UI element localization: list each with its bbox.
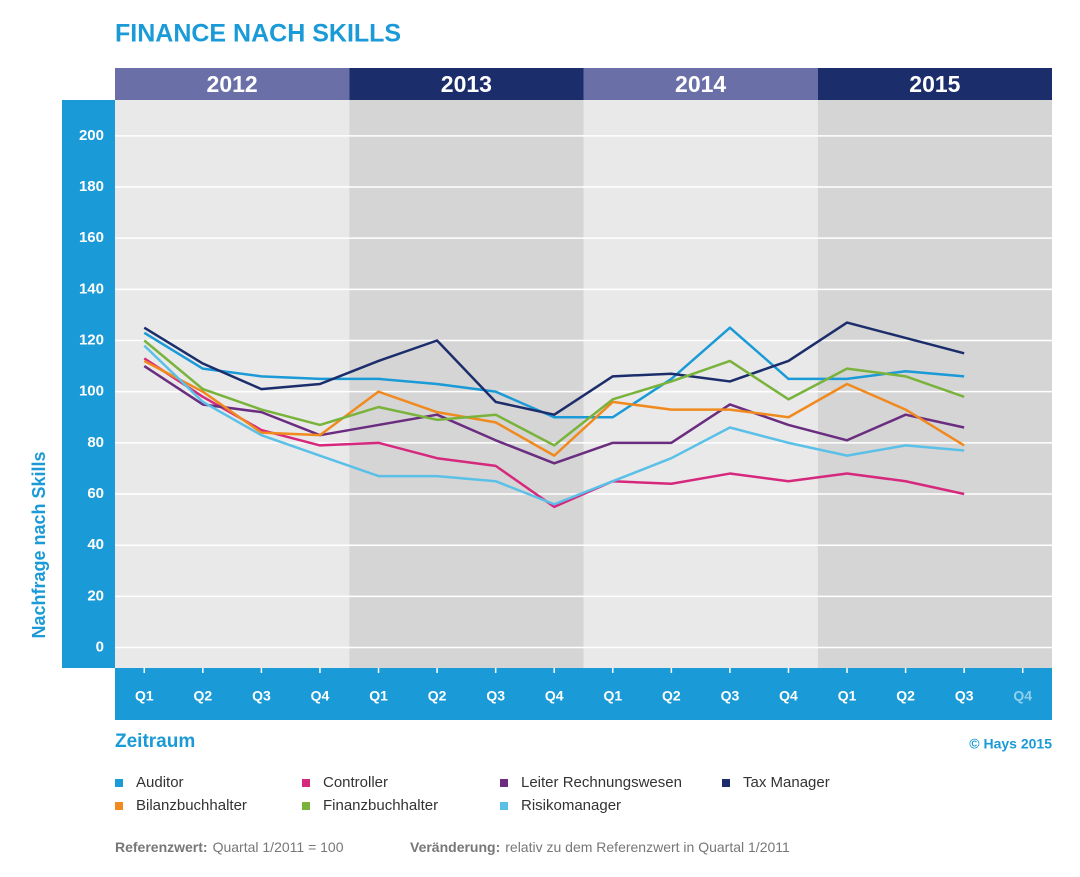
y-tick-label: 40	[87, 536, 104, 553]
legend-swatch	[115, 779, 123, 787]
x-tick-label: Q1	[838, 688, 857, 704]
series-line	[143, 359, 965, 457]
year-label: 2012	[207, 71, 258, 97]
x-tick-label: Q2	[428, 688, 447, 704]
series-line	[143, 339, 965, 447]
legend-swatch	[302, 802, 310, 810]
x-tick-label: Q3	[955, 688, 974, 704]
y-tick-label: 80	[87, 434, 104, 451]
y-tick-label: 140	[79, 280, 104, 297]
legend-swatch	[500, 802, 508, 810]
footnote: Referenzwert: Quartal 1/2011 = 100	[115, 839, 344, 855]
x-tick-label: Q1	[603, 688, 622, 704]
year-column	[817, 100, 1052, 668]
legend-label: Bilanzbuchhalter	[136, 797, 247, 814]
footnote-label: Referenzwert:	[115, 839, 208, 855]
x-tick-label: Q2	[662, 688, 681, 704]
legend-label: Finanzbuchhalter	[323, 797, 438, 814]
x-tick-label: Q2	[896, 688, 915, 704]
y-tick-label: 20	[87, 587, 104, 604]
x-tick-label: Q4	[1013, 688, 1032, 704]
year-column	[349, 100, 584, 668]
footnote-text: relativ zu dem Referenzwert in Quartal 1…	[505, 839, 790, 855]
series-line	[143, 365, 965, 465]
legend-swatch	[722, 779, 730, 787]
year-label: 2013	[441, 71, 492, 97]
chart-title: FINANCE NACH SKILLS	[115, 20, 401, 48]
y-tick-label: 160	[79, 229, 104, 246]
year-header	[817, 68, 1052, 100]
series-line	[143, 357, 965, 509]
series-line	[143, 344, 965, 506]
year-label: 2014	[675, 71, 726, 97]
y-axis-band	[62, 100, 115, 668]
year-header	[349, 68, 584, 100]
x-tick-label: Q2	[194, 688, 213, 704]
legend-label: Risikomanager	[521, 797, 621, 814]
footnote-label: Veränderung:	[410, 839, 500, 855]
footnote: Veränderung: relativ zu dem Referenzwert …	[410, 839, 790, 855]
y-axis-title: Nachfrage nach Skills	[29, 451, 49, 638]
x-tick-label: Q3	[721, 688, 740, 704]
y-tick-label: 100	[79, 383, 104, 400]
x-tick-label: Q3	[252, 688, 271, 704]
legend-label: Leiter Rechnungswesen	[521, 774, 682, 791]
footnote-text: Quartal 1/2011 = 100	[213, 839, 344, 855]
legend-swatch	[115, 802, 123, 810]
x-tick-label: Q1	[369, 688, 388, 704]
x-tick-label: Q3	[486, 688, 505, 704]
y-tick-label: 0	[96, 639, 104, 656]
x-tick-label: Q4	[545, 688, 564, 704]
legend-swatch	[500, 779, 508, 787]
x-axis-band	[115, 668, 1052, 720]
y-tick-label: 120	[79, 331, 104, 348]
y-tick-label: 180	[79, 178, 104, 195]
year-header	[115, 68, 350, 100]
legend-label: Tax Manager	[743, 774, 830, 791]
y-tick-label: 60	[87, 485, 104, 502]
legend-label: Auditor	[136, 774, 184, 791]
x-axis-title: Zeitraum	[115, 731, 195, 752]
year-column	[583, 100, 818, 668]
x-tick-label: Q4	[779, 688, 798, 704]
credit: © Hays 2015	[969, 736, 1052, 752]
series-line	[143, 321, 965, 416]
year-header	[583, 68, 818, 100]
x-tick-label: Q4	[311, 688, 330, 704]
y-tick-label: 200	[79, 127, 104, 144]
legend-label: Controller	[323, 774, 388, 791]
x-tick-label: Q1	[135, 688, 154, 704]
year-label: 2015	[909, 71, 960, 97]
legend-swatch	[302, 779, 310, 787]
